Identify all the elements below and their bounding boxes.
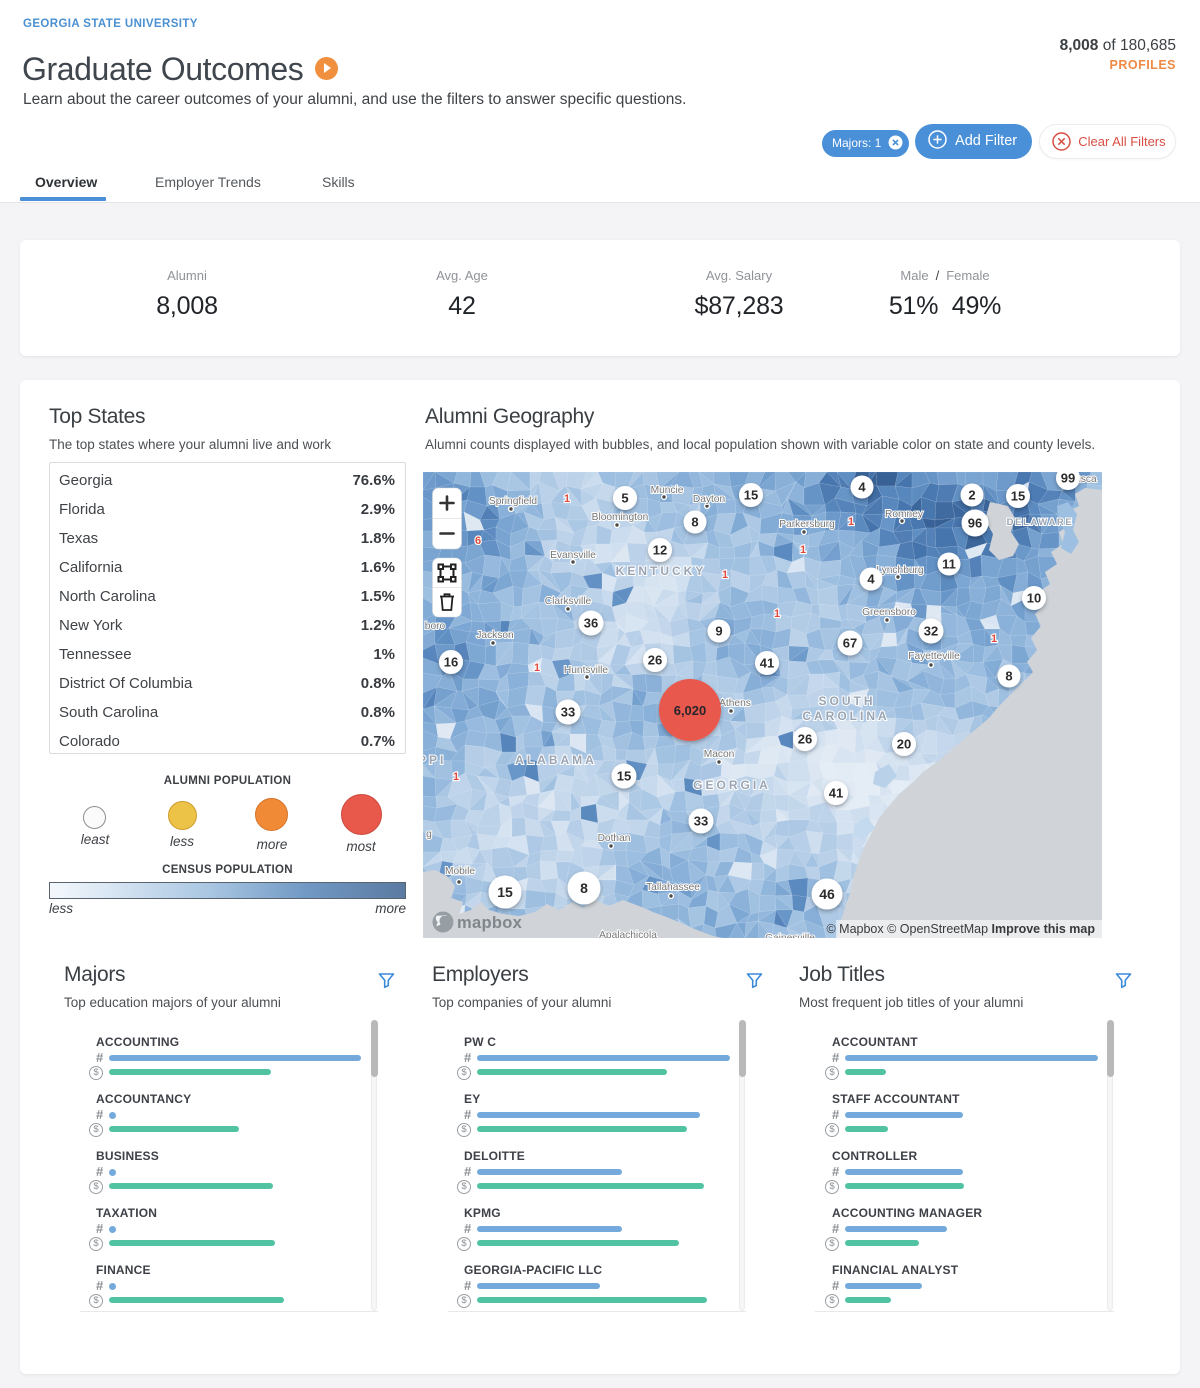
svg-text:GEORGIA: GEORGIA: [693, 778, 771, 792]
svg-text:26: 26: [798, 732, 812, 747]
svg-text:1: 1: [453, 771, 459, 783]
svg-text:Romney: Romney: [885, 509, 924, 520]
svg-text:4: 4: [858, 480, 866, 495]
svg-text:8: 8: [691, 515, 698, 530]
svg-text:Springfield: Springfield: [489, 496, 537, 507]
svg-text:Bloomington: Bloomington: [592, 512, 649, 523]
svg-text:1: 1: [848, 516, 854, 528]
svg-text:15: 15: [1011, 489, 1025, 504]
svg-text:1: 1: [800, 544, 806, 556]
svg-text:5: 5: [621, 491, 628, 506]
svg-text:9: 9: [715, 624, 722, 639]
svg-text:Macon: Macon: [704, 749, 735, 760]
svg-text:1: 1: [534, 662, 540, 674]
svg-text:4: 4: [867, 572, 875, 587]
svg-text:Gainesville: Gainesville: [765, 933, 815, 938]
svg-text:CAROLINA: CAROLINA: [802, 709, 889, 723]
svg-text:SOUTH: SOUTH: [819, 694, 876, 708]
svg-text:10: 10: [1027, 591, 1041, 606]
svg-text:© Mapbox © OpenStreetMap Impro: © Mapbox © OpenStreetMap Improve this ma…: [826, 922, 1095, 936]
svg-text:11: 11: [942, 557, 956, 572]
svg-text:67: 67: [843, 636, 857, 651]
svg-text:12: 12: [653, 543, 667, 558]
svg-text:boro: boro: [425, 621, 446, 632]
svg-text:15: 15: [617, 769, 631, 784]
svg-text:41: 41: [760, 656, 774, 671]
svg-text:41: 41: [829, 786, 843, 801]
svg-text:20: 20: [897, 737, 911, 752]
svg-text:IPPI: IPPI: [423, 753, 446, 767]
svg-text:Huntsville: Huntsville: [564, 665, 608, 676]
svg-text:1: 1: [564, 493, 570, 505]
svg-text:99: 99: [1061, 472, 1075, 486]
svg-text:Tallahassee: Tallahassee: [646, 882, 700, 893]
svg-text:Muncie: Muncie: [651, 485, 684, 496]
svg-text:15: 15: [497, 884, 513, 900]
svg-text:Dothan: Dothan: [598, 833, 631, 844]
svg-text:Lynchburg: Lynchburg: [876, 565, 924, 576]
svg-text:32: 32: [924, 624, 938, 639]
svg-text:36: 36: [584, 616, 598, 631]
svg-text:mapbox: mapbox: [457, 914, 523, 932]
svg-text:6,020: 6,020: [674, 703, 707, 718]
svg-text:1: 1: [722, 569, 728, 581]
svg-text:ALABAMA: ALABAMA: [515, 753, 597, 767]
svg-text:Parkersburg: Parkersburg: [779, 519, 835, 530]
svg-text:16: 16: [444, 655, 458, 670]
svg-text:Jackson: Jackson: [476, 630, 513, 641]
svg-text:Clarksville: Clarksville: [545, 596, 592, 607]
svg-text:33: 33: [561, 705, 575, 720]
svg-text:1: 1: [774, 608, 780, 620]
svg-text:1: 1: [991, 633, 997, 645]
svg-text:46: 46: [819, 886, 835, 902]
svg-text:6: 6: [475, 535, 481, 547]
svg-text:15: 15: [744, 488, 758, 503]
svg-text:Athens: Athens: [719, 698, 751, 709]
svg-text:33: 33: [694, 814, 708, 829]
svg-text:Greensboro: Greensboro: [862, 607, 916, 618]
svg-text:8: 8: [1005, 669, 1012, 684]
svg-text:26: 26: [648, 653, 662, 668]
svg-text:Mobile: Mobile: [445, 866, 475, 877]
svg-text:DELAWARE: DELAWARE: [1007, 517, 1074, 528]
svg-text:g: g: [426, 829, 432, 840]
svg-text:96: 96: [968, 516, 982, 531]
svg-text:Dayton: Dayton: [693, 494, 725, 505]
svg-text:Fayetteville: Fayetteville: [908, 651, 960, 662]
svg-text:KENTUCKY: KENTUCKY: [616, 564, 707, 578]
svg-text:Apalachicola: Apalachicola: [599, 930, 657, 938]
svg-text:8: 8: [580, 880, 588, 896]
svg-text:Evansville: Evansville: [550, 550, 596, 561]
svg-text:2: 2: [968, 488, 975, 503]
